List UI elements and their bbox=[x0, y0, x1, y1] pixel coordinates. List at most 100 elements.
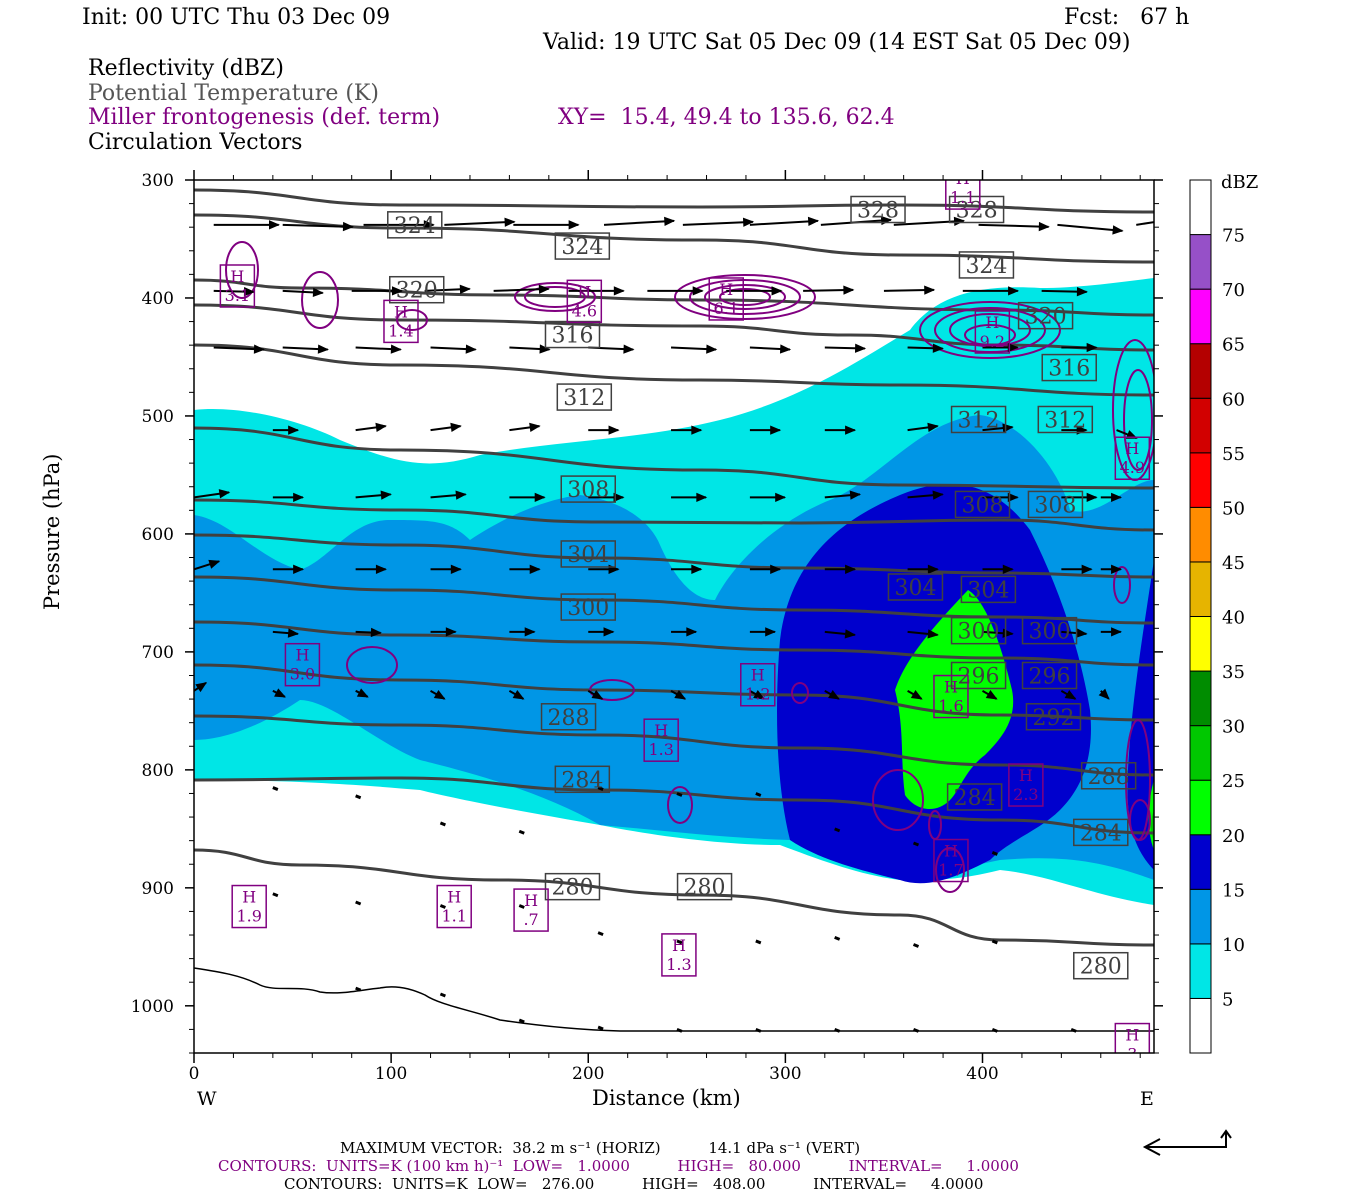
fronto-max-box bbox=[383, 299, 419, 344]
vector-small bbox=[912, 943, 920, 948]
vector-small bbox=[834, 935, 841, 941]
colorbar-bin bbox=[1189, 234, 1212, 290]
colorbar-label: 10 bbox=[1222, 935, 1245, 956]
fronto-max-box bbox=[974, 310, 1011, 354]
theta-label-box bbox=[560, 540, 617, 568]
theta-contour bbox=[194, 714, 1154, 777]
fronto-max-value: 1.9 bbox=[236, 907, 261, 926]
fronto-max-value: 4.9 bbox=[1120, 458, 1145, 477]
vector-head bbox=[927, 422, 939, 432]
vector-small bbox=[439, 904, 446, 909]
vector-head bbox=[253, 344, 265, 354]
colorbar-bin bbox=[1189, 288, 1212, 345]
fronto-max-box bbox=[231, 884, 267, 929]
theta-label-box bbox=[556, 383, 613, 411]
vector-small bbox=[991, 851, 998, 856]
theta-label-box bbox=[389, 275, 445, 304]
y-axis-title-text: Pressure (hPa) bbox=[40, 453, 64, 610]
vector-head bbox=[1086, 342, 1098, 353]
x-tick-label: 0 bbox=[189, 1064, 200, 1084]
vector-arrow bbox=[444, 220, 515, 226]
vector-head bbox=[450, 422, 462, 432]
vector-arrow bbox=[1136, 221, 1154, 226]
vector-head bbox=[1081, 564, 1093, 574]
field-frontogenesis: Miller frontogenesis (def. term) bbox=[88, 105, 441, 130]
vector-head bbox=[370, 627, 382, 638]
theta-label: 296 bbox=[958, 664, 1000, 689]
init-time: Init: 00 UTC Thu 03 Dec 09 bbox=[82, 5, 391, 30]
vector-head bbox=[293, 564, 305, 574]
vector-head bbox=[391, 286, 403, 296]
theta-label-box bbox=[1021, 616, 1078, 645]
vector-small bbox=[439, 821, 446, 827]
theta-label-box bbox=[540, 703, 597, 731]
colorbar-bin bbox=[1189, 397, 1212, 454]
theta-label: 284 bbox=[954, 786, 996, 811]
vector-small bbox=[991, 939, 998, 945]
fronto-contour bbox=[1129, 799, 1151, 841]
colorbar-label: 50 bbox=[1222, 498, 1245, 519]
colorbar-label: 60 bbox=[1222, 389, 1245, 410]
fronto-max-value: 1.2 bbox=[745, 685, 770, 704]
vector-head bbox=[927, 564, 939, 574]
theta-label-box bbox=[387, 211, 443, 239]
fronto-max-h: H bbox=[242, 888, 256, 907]
vector-head bbox=[770, 425, 782, 435]
theta-label: 292 bbox=[1032, 706, 1074, 731]
vector-head bbox=[591, 689, 604, 700]
colorbar-bin bbox=[1189, 997, 1212, 1054]
vector-small bbox=[518, 1018, 525, 1024]
vector-head bbox=[770, 564, 782, 574]
valid-time: Valid: 19 UTC Sat 05 Dec 09 (14 EST Sat … bbox=[543, 30, 1131, 55]
theta-label: 280 bbox=[684, 876, 726, 901]
vector-small bbox=[676, 792, 683, 797]
fronto-max-value: 3.0 bbox=[290, 665, 315, 684]
vector-head bbox=[269, 220, 280, 230]
colorbar-bin bbox=[1189, 506, 1212, 563]
colorbar-label: 25 bbox=[1222, 771, 1245, 792]
fronto-max-box bbox=[284, 642, 321, 687]
vector-head bbox=[807, 216, 820, 227]
fronto-max-value: 1.3 bbox=[666, 955, 691, 974]
theta-label: 308 bbox=[962, 493, 1004, 518]
theta-contour bbox=[194, 620, 1154, 667]
colorbar-bin bbox=[1189, 888, 1212, 945]
vector-head bbox=[765, 627, 777, 637]
theta-label-box bbox=[887, 573, 944, 601]
vector-head bbox=[445, 627, 457, 637]
fronto-max-box bbox=[933, 674, 969, 719]
fronto-max-box bbox=[661, 933, 697, 977]
vector-head bbox=[243, 287, 255, 297]
fronto-max-value: 9.2 bbox=[980, 332, 1005, 351]
fronto-max-box bbox=[933, 838, 969, 883]
vector-small bbox=[597, 786, 604, 791]
vector-head bbox=[568, 220, 580, 230]
theta-contour bbox=[194, 663, 1154, 722]
fronto-max-h: H bbox=[577, 282, 591, 301]
vector-head bbox=[312, 287, 324, 298]
vector-arrow bbox=[893, 219, 964, 226]
theta-label: 308 bbox=[1034, 493, 1076, 518]
x-axis-title: Distance (km) bbox=[592, 1086, 741, 1110]
fronto-contour bbox=[935, 847, 965, 893]
vector-head bbox=[691, 425, 703, 435]
vector-head bbox=[845, 564, 857, 574]
vector-scale-arrow bbox=[1142, 1129, 1232, 1156]
fronto-max-box bbox=[1114, 1022, 1151, 1053]
fronto-max-box bbox=[643, 718, 679, 762]
theta-contour bbox=[194, 278, 1154, 317]
theta-label-box bbox=[1080, 762, 1137, 790]
vector-small bbox=[272, 892, 279, 898]
vector-head bbox=[686, 627, 698, 637]
vector-head bbox=[465, 344, 477, 354]
fronto-contour bbox=[919, 301, 1061, 359]
fronto-contour bbox=[667, 786, 693, 824]
colorbar-bin bbox=[1189, 561, 1212, 617]
vector-head bbox=[603, 627, 615, 637]
fronto-contour bbox=[791, 682, 809, 704]
west-label: W bbox=[197, 1088, 217, 1110]
theta-label-box bbox=[950, 616, 1007, 645]
x-tick-label: 100 bbox=[375, 1064, 407, 1084]
cross-section-coords: XY= 15.4, 49.4 to 135.6, 62.4 bbox=[558, 105, 895, 130]
colorbar-bin bbox=[1189, 725, 1212, 781]
